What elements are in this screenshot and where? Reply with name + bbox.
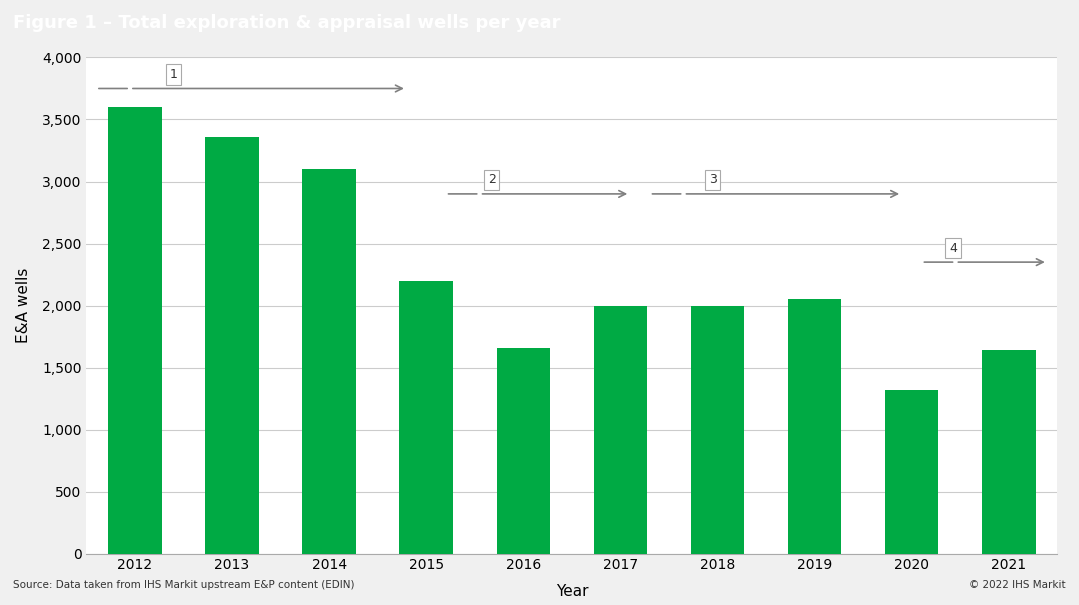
X-axis label: Year: Year [556, 584, 588, 598]
Bar [399, 281, 453, 554]
Text: © 2022 IHS Markit: © 2022 IHS Markit [969, 580, 1066, 590]
Bar [496, 348, 550, 554]
Y-axis label: E&A wells: E&A wells [16, 268, 31, 343]
Bar [302, 169, 356, 554]
Text: 2: 2 [488, 174, 495, 186]
Text: Source: Data taken from IHS Markit upstream E&P content (EDIN): Source: Data taken from IHS Markit upstr… [13, 580, 354, 590]
Text: 1: 1 [169, 68, 178, 81]
Bar [788, 299, 842, 554]
Text: 3: 3 [709, 174, 716, 186]
Bar [108, 107, 162, 554]
Text: 4: 4 [950, 241, 957, 255]
Bar [691, 306, 745, 554]
Bar [885, 390, 939, 554]
Bar [982, 350, 1036, 554]
Text: Figure 1 – Total exploration & appraisal wells per year: Figure 1 – Total exploration & appraisal… [13, 14, 560, 31]
Bar [205, 137, 259, 554]
Bar [593, 306, 647, 554]
